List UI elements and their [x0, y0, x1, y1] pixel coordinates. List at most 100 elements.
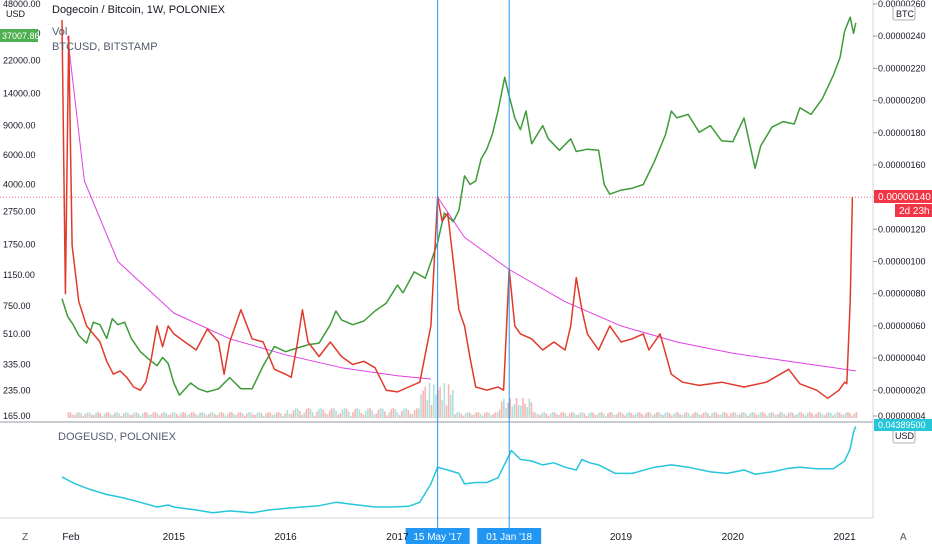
volume-bar: [530, 402, 533, 418]
countdown-tag-bg: [895, 204, 932, 217]
volume-bar: [371, 410, 373, 418]
volume-bar: [239, 412, 242, 418]
volume-bar: [407, 410, 410, 418]
volume-bar: [163, 412, 165, 418]
vertical-marker-tag[interactable]: [405, 528, 470, 544]
volume-bar: [95, 412, 97, 418]
volume-bar: [144, 412, 146, 418]
volume-bar: [99, 413, 102, 418]
volume-bar: [836, 412, 839, 418]
volume-bar: [734, 412, 737, 418]
left-tick-label: 1150.00: [3, 270, 35, 280]
volume-bar: [471, 415, 473, 418]
volume-bar: [700, 414, 703, 418]
volume-bar: [212, 412, 214, 418]
volume-bar: [110, 414, 112, 418]
volume-bar: [305, 409, 308, 418]
volume-bar: [326, 414, 329, 418]
volume-bar: [152, 412, 155, 418]
volume-bar: [129, 414, 131, 418]
volume-bar: [458, 412, 461, 418]
volume-bar: [568, 413, 571, 418]
volume-bar: [768, 413, 771, 418]
volume-bar: [590, 412, 592, 418]
volume-bar: [730, 413, 732, 418]
volume-bar: [341, 409, 344, 418]
vertical-marker-tag[interactable]: [477, 528, 542, 544]
volume-bar: [243, 415, 246, 418]
volume-bar: [554, 412, 556, 418]
volume-bar: [745, 413, 747, 418]
volume-bar: [613, 414, 616, 418]
volume-bar: [534, 412, 537, 418]
volume-bar: [224, 415, 227, 418]
volume-bar: [258, 412, 261, 418]
volume-bar: [696, 412, 698, 418]
volume-bar: [571, 412, 573, 418]
volume-bar: [496, 412, 499, 418]
volume-bar: [454, 414, 456, 418]
volume-bar: [781, 412, 783, 418]
volume-bar: [602, 413, 605, 418]
volume-bar: [711, 413, 713, 418]
volume-bar: [432, 384, 435, 418]
volume-bar: [488, 412, 490, 418]
volume-bar: [192, 412, 195, 418]
volume-bar: [165, 412, 167, 418]
volume-bar: [182, 412, 184, 418]
volume-bar: [375, 413, 378, 418]
volume-bar: [71, 414, 74, 418]
x-tick-label: Feb: [62, 532, 80, 543]
volume-bar: [558, 414, 560, 418]
right-unit-box[interactable]: [892, 5, 916, 21]
right-tick-label: 0.00000220: [878, 63, 926, 73]
volume-bar: [706, 413, 709, 418]
volume-bar: [666, 412, 669, 418]
volume-bar: [668, 413, 671, 418]
volume-bar: [307, 408, 310, 418]
volume-bar: [598, 412, 601, 418]
volume-bar: [84, 413, 87, 418]
volume-bar: [772, 412, 775, 418]
left-tick-label: 165.00: [3, 411, 31, 421]
volume-bar: [362, 414, 365, 418]
vertical-marker-label: 01 Jan '18: [486, 532, 532, 543]
right-unit-label[interactable]: BTC: [896, 9, 915, 19]
vertical-markers[interactable]: 15 May '17 01 Jan '18: [405, 0, 542, 544]
volume-bar: [409, 413, 412, 418]
volume-bar: [286, 410, 288, 418]
volume-bar: [280, 413, 282, 418]
volume-bar: [422, 390, 424, 418]
volume-bar: [103, 413, 106, 418]
volume-bar: [794, 415, 796, 418]
volume-bar: [299, 411, 301, 418]
volume-bar: [360, 412, 363, 418]
volume-bar: [683, 412, 686, 418]
volume-bar: [600, 412, 603, 418]
volume-bar: [621, 413, 624, 418]
volume-bar: [403, 408, 405, 418]
volume-bar: [333, 408, 335, 418]
volume-bar: [288, 413, 291, 418]
volume-bar: [254, 414, 257, 418]
volume-bar: [764, 413, 766, 418]
lower-right-unit-label[interactable]: USD: [895, 431, 915, 441]
volume-bar: [791, 412, 794, 418]
volume-bar: [277, 412, 280, 418]
volume-bar: [220, 412, 223, 418]
volume-bar: [524, 403, 526, 418]
volume-bar: [494, 412, 497, 418]
volume-bar: [381, 408, 384, 418]
countdown-tag: 2d 23h: [899, 206, 930, 217]
volume-bar: [619, 412, 622, 418]
volume-bar: [322, 409, 325, 418]
left-unit-label[interactable]: USD: [6, 9, 26, 19]
auto-scale-icon[interactable]: A: [900, 532, 907, 543]
volume-bar: [802, 413, 805, 418]
volume-bar: [641, 413, 643, 418]
volume-bar: [753, 412, 756, 418]
volume-bar: [78, 412, 80, 418]
volume-bar: [405, 408, 407, 418]
log-toggle-icon[interactable]: Z: [22, 532, 28, 543]
